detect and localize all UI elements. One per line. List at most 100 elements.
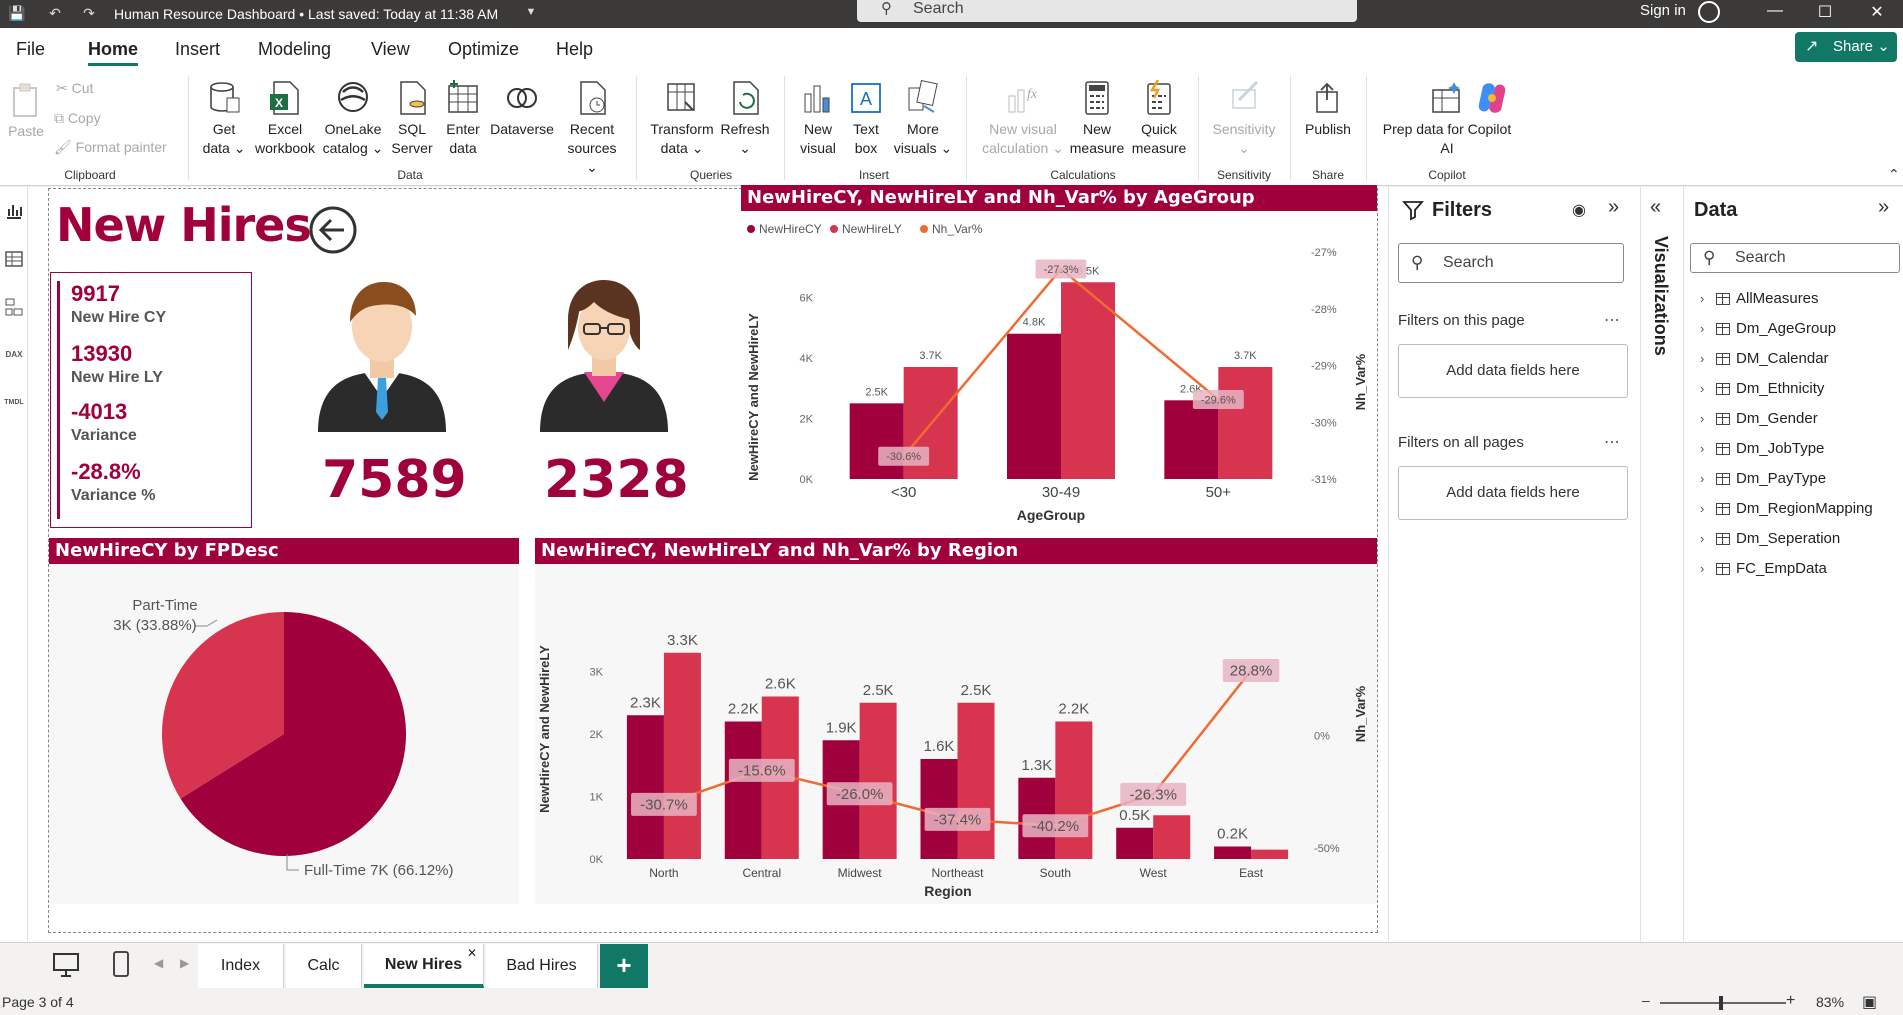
refresh-button[interactable]: Refresh ⌄: [716, 80, 774, 158]
new-visual-button[interactable]: New visual: [794, 80, 842, 158]
recent-sources-button[interactable]: Recent sources ⌄: [562, 80, 622, 177]
publish-button[interactable]: Publish: [1298, 80, 1358, 139]
zoom-in-icon[interactable]: +: [1786, 992, 1795, 1010]
bar-newhirely[interactable]: [1153, 815, 1190, 859]
collapse-ribbon-icon[interactable]: ⌃: [1888, 166, 1900, 183]
bar-newhirely[interactable]: [664, 653, 701, 859]
zoom-slider-track[interactable]: [1660, 1002, 1786, 1004]
undo-icon[interactable]: ↶: [46, 4, 64, 22]
chevron-right-icon[interactable]: ›: [1700, 468, 1704, 490]
bar-newhirecy[interactable]: [1164, 400, 1218, 479]
desktop-layout-icon[interactable]: [52, 952, 80, 978]
back-arrow-icon[interactable]: [308, 205, 358, 255]
dataverse-button[interactable]: Dataverse: [484, 80, 560, 139]
next-page-icon[interactable]: ▶: [180, 956, 189, 970]
report-view-icon[interactable]: [4, 201, 24, 221]
transform-data-button[interactable]: Transform data ⌄: [646, 80, 718, 158]
maximize-icon[interactable]: ☐: [1810, 2, 1840, 22]
paste-button[interactable]: Paste: [6, 82, 46, 141]
filters-page-drop-zone[interactable]: Add data fields here: [1398, 344, 1628, 398]
more-visuals-button[interactable]: More visuals ⌄: [890, 80, 956, 158]
menu-optimize[interactable]: Optimize: [448, 39, 519, 60]
bar-newhirely[interactable]: [860, 703, 897, 859]
avatar-icon[interactable]: [1698, 1, 1720, 23]
onelake-catalog-button[interactable]: OneLake catalog ⌄: [320, 80, 386, 158]
bar-newhirecy[interactable]: [1007, 334, 1061, 479]
close-icon[interactable]: ✕: [1862, 2, 1892, 22]
data-table-item[interactable]: › DM_Calendar: [1700, 348, 1829, 370]
mobile-layout-icon[interactable]: [112, 950, 130, 978]
zoom-slider-thumb[interactable]: [1719, 996, 1723, 1010]
bar-newhirely[interactable]: [958, 703, 995, 859]
redo-icon[interactable]: ↷: [80, 4, 98, 22]
data-table-item[interactable]: › Dm_Seperation: [1700, 528, 1840, 550]
agegroup-combo-chart[interactable]: NewHireCY NewHireLY Nh_Var% NewHireCY an…: [741, 212, 1377, 530]
fit-to-page-icon[interactable]: ▣: [1862, 992, 1877, 1012]
chevron-right-icon[interactable]: ›: [1700, 348, 1704, 370]
minimize-icon[interactable]: —: [1760, 2, 1790, 20]
title-search-box[interactable]: ⚲ Search: [857, 0, 1357, 22]
data-table-item[interactable]: › Dm_Gender: [1700, 408, 1818, 430]
add-page-button[interactable]: +: [600, 944, 648, 988]
bar-newhirecy[interactable]: [850, 403, 904, 479]
collapse-data-icon[interactable]: »: [1878, 196, 1889, 219]
close-tab-icon[interactable]: ✕: [467, 932, 477, 974]
share-button[interactable]: ↗ Share ⌄: [1795, 32, 1897, 62]
chevron-right-icon[interactable]: ›: [1700, 408, 1704, 430]
get-data-button[interactable]: Get data ⌄: [200, 80, 248, 158]
bar-newhirely[interactable]: [1055, 722, 1092, 860]
bar-newhirecy[interactable]: [627, 715, 664, 859]
copilot-button[interactable]: [1470, 80, 1514, 120]
new-visual-calculation-button[interactable]: fx New visual calculation ⌄: [978, 80, 1068, 158]
dax-query-view-icon[interactable]: DAX: [4, 345, 24, 365]
enter-data-button[interactable]: Enter data: [440, 80, 486, 158]
prev-page-icon[interactable]: ◀: [154, 956, 163, 970]
data-table-item[interactable]: › Dm_RegionMapping: [1700, 498, 1873, 520]
chevron-down-icon[interactable]: ▼: [522, 3, 540, 21]
chevron-right-icon[interactable]: ›: [1700, 498, 1704, 520]
tab-bad-hires[interactable]: Bad Hires: [486, 944, 598, 988]
sign-in-link[interactable]: Sign in: [1640, 2, 1686, 19]
quick-measure-button[interactable]: Quick measure: [1128, 80, 1190, 158]
model-view-icon[interactable]: [4, 297, 24, 317]
kpi-card[interactable]: 9917 New Hire CY 13930 New Hire LY -4013…: [50, 272, 252, 528]
save-icon[interactable]: 💾: [8, 4, 26, 22]
document-title[interactable]: Human Resource Dashboard • Last saved: T…: [114, 6, 498, 22]
new-measure-button[interactable]: New measure: [1066, 80, 1128, 158]
menu-home[interactable]: Home: [88, 39, 138, 60]
chevron-right-icon[interactable]: ›: [1700, 528, 1704, 550]
zoom-out-icon[interactable]: –: [1642, 992, 1650, 1008]
cut-button[interactable]: ✂ Cut: [56, 80, 93, 97]
chevron-right-icon[interactable]: ›: [1700, 378, 1704, 400]
more-options-icon[interactable]: ⋯: [1604, 310, 1620, 330]
menu-help[interactable]: Help: [556, 39, 593, 60]
menu-file[interactable]: File: [16, 39, 45, 60]
tab-index[interactable]: Index: [198, 944, 284, 988]
sensitivity-button[interactable]: Sensitivity ⌄: [1206, 80, 1282, 158]
data-table-item[interactable]: › FC_EmpData: [1700, 558, 1827, 580]
bar-newhirely[interactable]: [1218, 367, 1272, 479]
data-search-input[interactable]: ⚲ Search: [1690, 243, 1900, 273]
region-combo-chart[interactable]: NewHireCY and NewHireLY Nh_Var% Region 0…: [535, 564, 1377, 904]
bar-newhirecy[interactable]: [1214, 847, 1251, 860]
tab-calc[interactable]: Calc: [286, 944, 362, 988]
menu-insert[interactable]: Insert: [175, 39, 220, 60]
collapse-filters-icon[interactable]: »: [1608, 196, 1619, 219]
bar-newhirecy[interactable]: [725, 722, 762, 860]
data-table-item[interactable]: › Dm_Ethnicity: [1700, 378, 1824, 400]
bar-newhirely[interactable]: [1251, 850, 1288, 859]
text-box-button[interactable]: A Text box: [844, 80, 888, 158]
expand-visualizations-icon[interactable]: «: [1650, 196, 1661, 219]
more-options-icon[interactable]: ⋯: [1604, 432, 1620, 452]
data-table-item[interactable]: › Dm_PayType: [1700, 468, 1826, 490]
chevron-right-icon[interactable]: ›: [1700, 438, 1704, 460]
filters-all-drop-zone[interactable]: Add data fields here: [1398, 466, 1628, 520]
filters-search-input[interactable]: ⚲ Search: [1398, 243, 1624, 283]
menu-view[interactable]: View: [371, 39, 410, 60]
table-view-icon[interactable]: [4, 249, 24, 269]
data-table-item[interactable]: › Dm_JobType: [1700, 438, 1824, 460]
chevron-right-icon[interactable]: ›: [1700, 288, 1704, 310]
excel-workbook-button[interactable]: X Excel workbook: [250, 80, 320, 158]
tmdl-view-icon[interactable]: TMDL: [4, 393, 24, 413]
bar-newhirely[interactable]: [1061, 282, 1115, 479]
